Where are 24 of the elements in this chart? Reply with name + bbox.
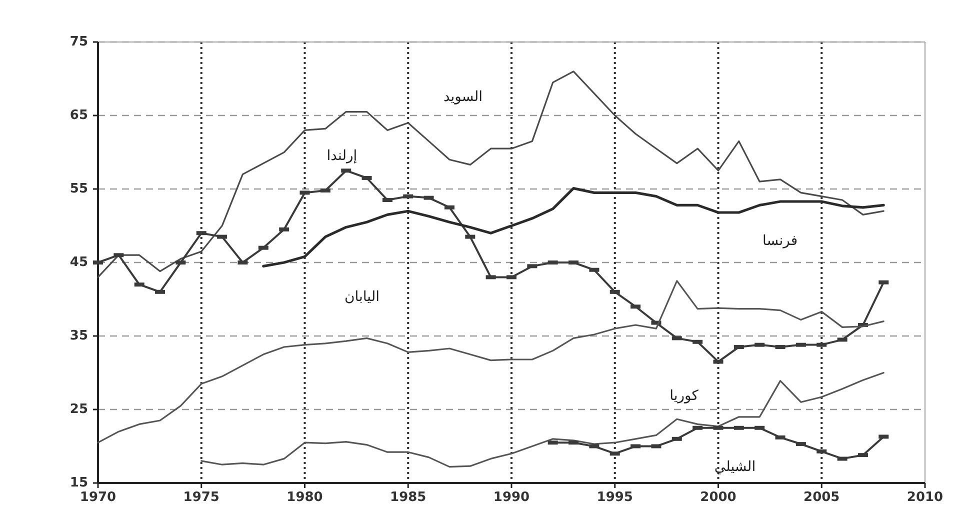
text: اليابان	[344, 288, 380, 305]
y-tick-label: 65	[70, 108, 88, 124]
x-tick-label: 2010	[906, 490, 944, 505]
x-tick-label: 1970	[80, 490, 116, 505]
series-label: كوريا	[670, 388, 699, 404]
x-tick-label: 1985	[390, 490, 426, 505]
text: السويد	[443, 88, 483, 105]
x-tick-label: 1995	[596, 490, 633, 505]
y-tick-label: 35	[70, 328, 88, 344]
line-series	[97, 70, 884, 278]
series-label: إرلندا	[326, 148, 358, 164]
y-tick-label: 25	[70, 402, 88, 418]
y-tick-label: 45	[70, 255, 88, 270]
series-label: فرنسا	[762, 232, 798, 249]
series-label: الشيلي	[714, 458, 756, 475]
x-tick-label: 1975	[183, 490, 220, 505]
y-tick-label: 75	[70, 34, 88, 50]
y-tick-label: 15	[70, 476, 88, 491]
x-tick-label: 1980	[286, 490, 323, 505]
x-tick-label: 2000	[700, 490, 736, 505]
x-tick-label: 2005	[804, 490, 840, 505]
y-tick-label: 55	[70, 182, 88, 197]
x-tick-label: 1990	[493, 490, 530, 505]
line-series	[97, 280, 884, 444]
